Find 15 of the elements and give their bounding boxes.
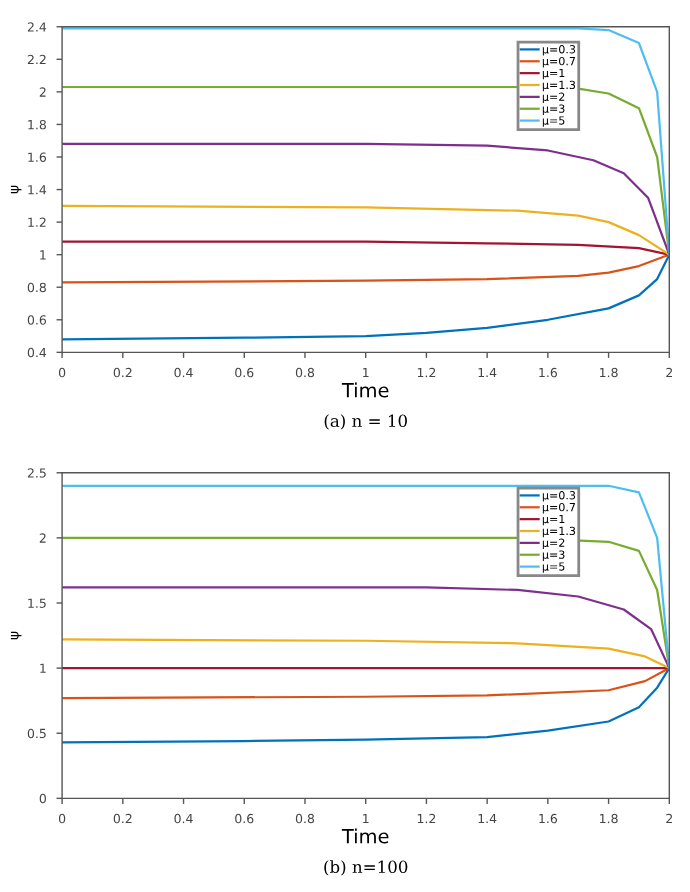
line-series (62, 240, 670, 256)
line-series (62, 667, 670, 744)
line-series (62, 484, 670, 670)
line-series (62, 586, 670, 670)
text: (b) n=100 (324, 860, 408, 876)
line-series (62, 142, 670, 256)
text: (a) n = 10 (324, 414, 407, 430)
x-axis-title: Time (341, 382, 389, 398)
x-axis-title: Time (341, 828, 389, 844)
line-series (62, 253, 670, 341)
line-series (62, 253, 670, 284)
line-series (62, 536, 670, 670)
line-series (62, 638, 670, 670)
line-series (62, 204, 670, 256)
line-series (62, 667, 670, 700)
